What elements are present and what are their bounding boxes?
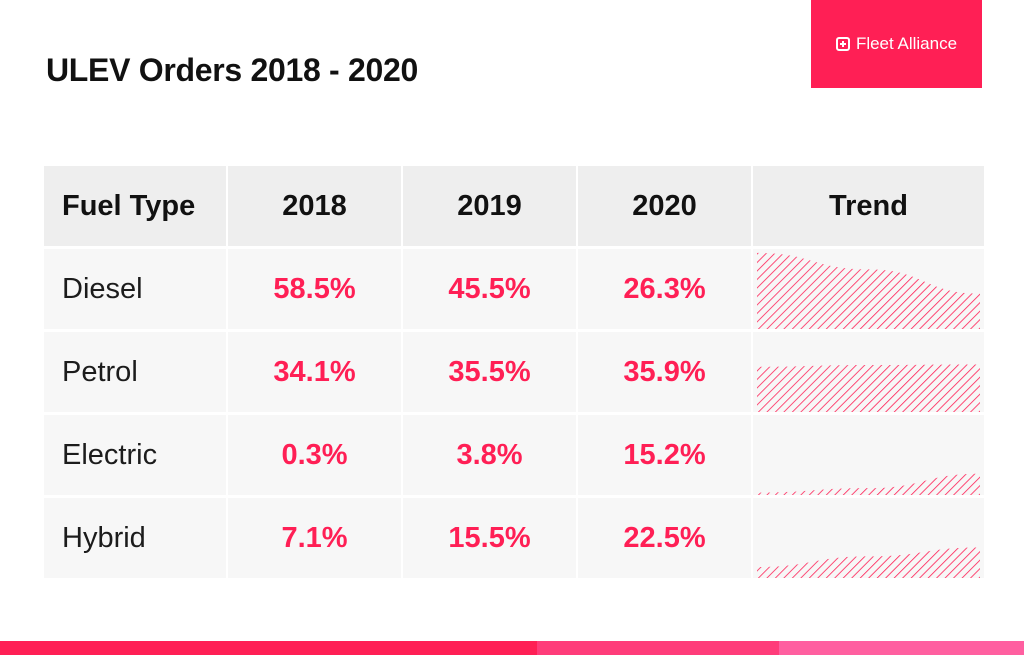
hybrid-2019: 15.5%	[403, 498, 576, 578]
trend-sparkline-petrol	[757, 364, 980, 412]
electric-2020: 15.2%	[578, 415, 751, 495]
hybrid-2020: 22.5%	[578, 498, 751, 578]
trend-area-petrol	[757, 364, 980, 412]
trend-sparkline-diesel	[757, 252, 980, 329]
data-table: Fuel Type 2018 2019 2020 Trend Diesel 58…	[44, 166, 984, 578]
row-label-diesel: Diesel	[44, 249, 226, 329]
row-label-petrol: Petrol	[44, 332, 226, 412]
trend-diesel	[753, 249, 984, 329]
electric-2019: 3.8%	[403, 415, 576, 495]
row-label-electric: Electric	[44, 415, 226, 495]
trend-area-electric	[757, 473, 980, 495]
plus-square-icon	[835, 37, 850, 51]
diesel-2020: 26.3%	[578, 249, 751, 329]
hybrid-2018: 7.1%	[228, 498, 401, 578]
header-fuel-type: Fuel Type	[44, 166, 226, 246]
trend-electric	[753, 415, 984, 495]
diesel-2019: 45.5%	[403, 249, 576, 329]
page-title: ULEV Orders 2018 - 2020	[46, 52, 418, 88]
header-2018: 2018	[228, 166, 401, 246]
header-trend: Trend	[753, 166, 984, 246]
petrol-2020: 35.9%	[578, 332, 751, 412]
petrol-2018: 34.1%	[228, 332, 401, 412]
bottom-bar-segment-1	[0, 641, 537, 655]
bottom-color-bar	[0, 641, 1024, 655]
header-2019: 2019	[403, 166, 576, 246]
header-2020: 2020	[578, 166, 751, 246]
row-label-hybrid: Hybrid	[44, 498, 226, 578]
trend-area-hybrid	[757, 547, 980, 578]
diesel-2018: 58.5%	[228, 249, 401, 329]
bottom-bar-segment-2	[537, 641, 779, 655]
trend-sparkline-electric	[757, 473, 980, 495]
petrol-2019: 35.5%	[403, 332, 576, 412]
trend-hybrid	[753, 498, 984, 578]
electric-2018: 0.3%	[228, 415, 401, 495]
brand-name: Fleet Alliance	[855, 34, 958, 53]
trend-petrol	[753, 332, 984, 412]
trend-area-diesel	[757, 252, 980, 329]
bottom-bar-segment-3	[779, 641, 1024, 655]
brand-logo[interactable]: Fleet Alliance	[811, 0, 982, 88]
trend-sparkline-hybrid	[757, 547, 980, 578]
